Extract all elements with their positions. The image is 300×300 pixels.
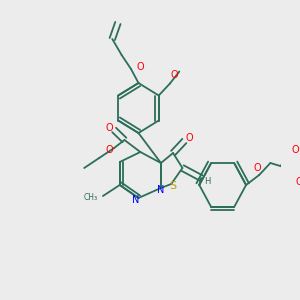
Text: H: H [205,176,211,185]
Text: O: O [171,70,178,80]
Text: N: N [132,195,140,205]
Text: O: O [296,177,300,187]
Text: O: O [106,123,113,133]
Text: O: O [106,145,113,155]
Text: N: N [157,185,165,195]
Text: O: O [254,163,261,173]
Text: O: O [136,62,144,72]
Text: O: O [292,145,299,155]
Text: S: S [169,181,177,191]
Text: CH₃: CH₃ [83,193,97,202]
Text: O: O [185,133,193,143]
